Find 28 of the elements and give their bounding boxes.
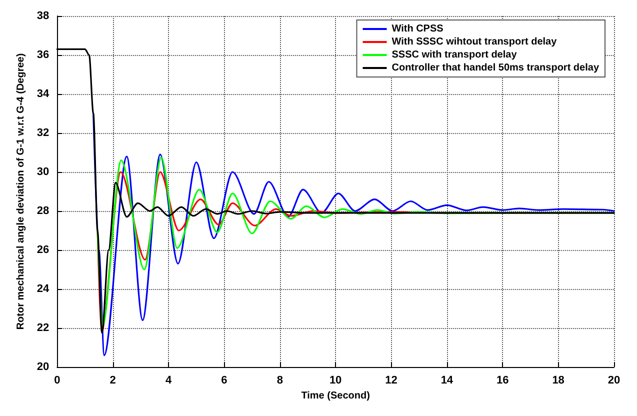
- y-tick-label: 28: [36, 205, 50, 217]
- x-tick-label: 16: [496, 374, 509, 386]
- y-tick-label: 30: [36, 166, 50, 178]
- x-tick-label: 12: [385, 374, 398, 386]
- line-series: [92, 112, 615, 356]
- x-tick-label: 10: [329, 374, 342, 386]
- x-tick-label: 18: [552, 374, 564, 386]
- legend-label: SSSC with transport delay: [392, 50, 518, 60]
- x-tick-label: 2: [110, 374, 116, 386]
- y-tick-label: 20: [36, 361, 50, 373]
- x-tick-label: 14: [440, 374, 454, 386]
- y-tick-label: 32: [36, 127, 50, 139]
- x-tick-label: 20: [608, 374, 620, 386]
- legend-label: With CPSS: [392, 24, 444, 34]
- x-tick-label: 0: [54, 374, 60, 386]
- x-tick-label: 4: [165, 374, 172, 386]
- x-tick-label: 6: [221, 374, 228, 386]
- x-tick-label: 8: [276, 374, 283, 386]
- y-tick-label: 38: [36, 10, 50, 22]
- legend-label: With SSSC wihtout transport delay: [392, 36, 558, 48]
- y-tick-label: 36: [36, 49, 50, 61]
- y-tick-label: 22: [36, 322, 50, 334]
- legend-label: Controller that handel 50ms transport delay: [392, 62, 600, 74]
- x-axis-title: Time (Second): [301, 390, 370, 402]
- y-tick-label: 26: [36, 244, 50, 256]
- y-axis-title: Rotor mechanical angle deviation of G-1 w.r.t G-4 (Degree): [16, 53, 26, 330]
- y-tick-label: 34: [36, 88, 50, 100]
- y-tick-label: 24: [36, 283, 50, 295]
